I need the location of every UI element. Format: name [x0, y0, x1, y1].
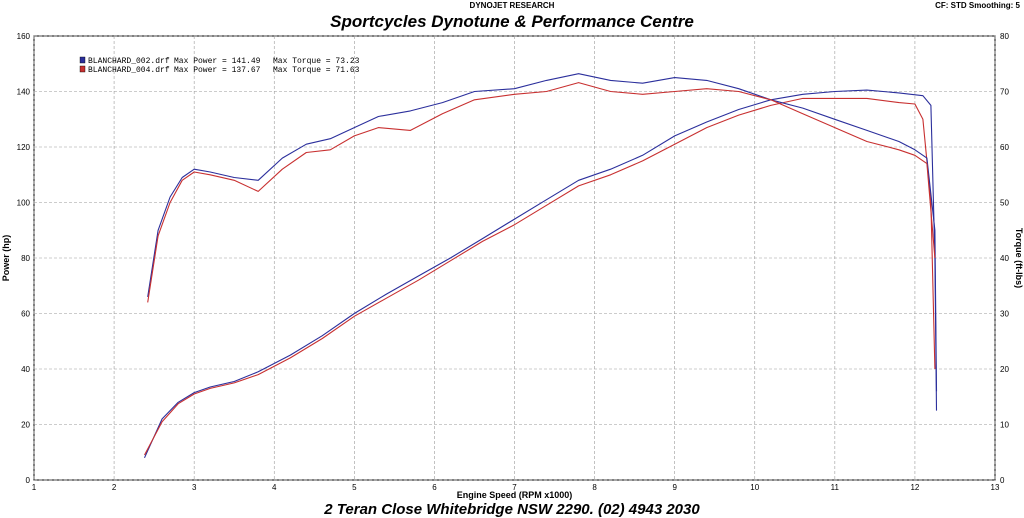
- x-tick-label: 2: [112, 483, 117, 492]
- legend-file: BLANCHARD_004.drf: [88, 66, 170, 75]
- y-tick-label: 40: [21, 365, 30, 374]
- x-tick-label: 11: [831, 483, 840, 492]
- y-tick-label: 140: [17, 88, 31, 97]
- y2-tick-label: 60: [1000, 143, 1009, 152]
- x-axis-label: Engine Speed (RPM x1000): [457, 490, 573, 500]
- x-tick-label: 8: [592, 483, 597, 492]
- y-tick-label: 80: [21, 254, 30, 263]
- series-line-power: [143, 89, 938, 459]
- x-tick-label: 5: [352, 483, 357, 492]
- y-tick-label: 100: [17, 199, 31, 208]
- x-tick-label: 4: [272, 483, 277, 492]
- dynojet-header: DYNOJET RESEARCH: [469, 1, 555, 10]
- x-tick-label: 13: [991, 483, 1000, 492]
- y2-tick-label: 20: [1000, 365, 1009, 374]
- y2-tick-label: 80: [1000, 32, 1009, 41]
- y2-tick-label: 50: [1000, 199, 1009, 208]
- y2-axis-label: Torque (ft-lbs): [1014, 228, 1024, 288]
- y2-tick-label: 0: [1000, 476, 1005, 485]
- y-tick-label: 160: [17, 32, 31, 41]
- y-tick-label: 0: [26, 476, 31, 485]
- legend-max-torque: Max Torque = 71.63: [273, 66, 360, 75]
- y2-tick-label: 70: [1000, 88, 1009, 97]
- legend-max-power: Max Power = 141.49: [174, 57, 261, 66]
- y-tick-label: 120: [17, 143, 31, 152]
- y2-tick-label: 40: [1000, 254, 1009, 263]
- y-tick-label: 60: [21, 310, 30, 319]
- x-tick-label: 6: [432, 483, 437, 492]
- y2-tick-label: 30: [1000, 310, 1009, 319]
- series-line-torque: [147, 73, 938, 392]
- x-tick-label: 3: [192, 483, 197, 492]
- x-tick-label: 7: [512, 483, 517, 492]
- legend-swatch: [79, 56, 86, 64]
- chart-title: Sportcycles Dynotune & Performance Centr…: [330, 12, 694, 31]
- legend-max-torque: Max Torque = 73.23: [273, 57, 360, 66]
- series-line-power: [144, 97, 936, 456]
- legend-file: BLANCHARD_002.drf: [88, 57, 170, 66]
- x-tick-label: 12: [910, 483, 919, 492]
- legend-swatch: [79, 65, 86, 73]
- dyno-chart: 1 2 3 4 5 6 7 8 9 10 11 12 1302040608010012014016001…: [1, 32, 1024, 500]
- y-tick-label: 20: [21, 421, 30, 430]
- y-axis-label: Power (hp): [1, 235, 11, 282]
- footer-address: 2 Teran Close Whitebridge NSW 2290. (02)…: [324, 501, 700, 518]
- settings-readout: CF: STD Smoothing: 5: [935, 1, 1020, 10]
- y2-tick-label: 10: [1000, 421, 1009, 430]
- legend-max-power: Max Power = 137.67: [174, 66, 261, 75]
- series-line-torque: [147, 82, 936, 303]
- x-tick-label: 9: [672, 483, 677, 492]
- x-tick-label: 10: [750, 483, 759, 492]
- x-tick-label: 1: [32, 483, 37, 492]
